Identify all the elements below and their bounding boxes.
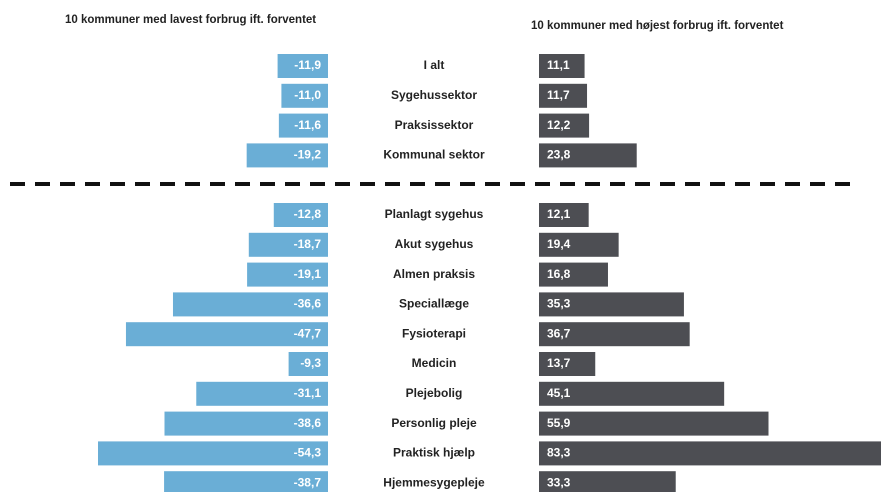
bar xyxy=(278,113,328,138)
bar xyxy=(164,471,328,492)
bar xyxy=(539,83,588,108)
bar xyxy=(539,471,676,492)
bar xyxy=(539,322,690,347)
left-title: 10 kommuner med lavest forbrug ift. forv… xyxy=(65,14,316,26)
value-label: -11,6 xyxy=(294,118,321,132)
bar xyxy=(539,143,637,168)
value-label: 11,1 xyxy=(547,58,570,72)
bar xyxy=(246,143,328,168)
value-label: -36,6 xyxy=(294,297,322,311)
category-label: Plejebolig xyxy=(406,386,463,400)
bar xyxy=(273,203,328,227)
category-label: Akut sygehus xyxy=(395,237,474,251)
bar xyxy=(196,381,328,406)
bar xyxy=(277,54,328,78)
value-label: -31,1 xyxy=(294,386,322,400)
value-label: 23,8 xyxy=(547,148,571,162)
category-label: Personlig pleje xyxy=(391,416,477,430)
category-label: Kommunal sektor xyxy=(383,148,485,162)
value-label: 11,7 xyxy=(547,88,570,102)
bar xyxy=(539,381,725,406)
bar xyxy=(539,232,619,257)
value-label: 45,1 xyxy=(547,386,571,400)
value-label: 33,3 xyxy=(547,475,571,489)
category-label: Medicin xyxy=(412,356,457,370)
bar xyxy=(172,292,328,317)
bar xyxy=(98,441,328,466)
bar xyxy=(164,411,328,436)
value-label: 12,2 xyxy=(547,118,571,132)
bar xyxy=(288,352,328,376)
value-label: 35,3 xyxy=(547,297,571,311)
category-label: Sygehussektor xyxy=(391,88,477,102)
value-label: 13,7 xyxy=(547,356,571,370)
category-label: Fysioterapi xyxy=(402,326,466,340)
bar xyxy=(539,262,608,287)
value-label: -11,9 xyxy=(294,58,321,72)
value-label: 83,3 xyxy=(547,446,571,460)
value-label: -38,7 xyxy=(294,475,322,489)
value-label: -12,8 xyxy=(294,207,322,221)
category-label: Speciallæge xyxy=(399,297,469,311)
value-label: -38,6 xyxy=(294,416,322,430)
bar xyxy=(125,322,328,347)
bar xyxy=(247,262,328,287)
value-label: 36,7 xyxy=(547,326,571,340)
value-label: 55,9 xyxy=(547,416,571,430)
bar xyxy=(539,203,589,227)
value-label: -18,7 xyxy=(294,237,322,251)
bar xyxy=(539,411,769,436)
value-label: -9,3 xyxy=(300,356,321,370)
bar xyxy=(539,54,585,78)
value-label: 12,1 xyxy=(547,207,571,221)
category-label: Praksissektor xyxy=(395,118,474,132)
value-label: -54,3 xyxy=(294,446,322,460)
bar xyxy=(539,352,596,376)
bar xyxy=(248,232,328,257)
value-label: -47,7 xyxy=(294,326,322,340)
bar xyxy=(539,292,684,317)
right-title: 10 kommuner med højest forbrug ift. forv… xyxy=(531,20,784,32)
bar xyxy=(539,441,881,466)
category-label: Planlagt sygehus xyxy=(385,207,484,221)
bar xyxy=(539,113,590,138)
value-label: 19,4 xyxy=(547,237,571,251)
value-label: 16,8 xyxy=(547,267,571,281)
value-label: -19,1 xyxy=(294,267,322,281)
category-label: Almen praksis xyxy=(393,267,475,281)
category-label: Praktisk hjælp xyxy=(393,446,475,460)
value-label: -11,0 xyxy=(294,88,321,102)
value-label: -19,2 xyxy=(294,148,322,162)
category-label: Hjemmesygepleje xyxy=(383,475,485,489)
bar xyxy=(281,83,328,108)
category-label: I alt xyxy=(424,58,445,72)
